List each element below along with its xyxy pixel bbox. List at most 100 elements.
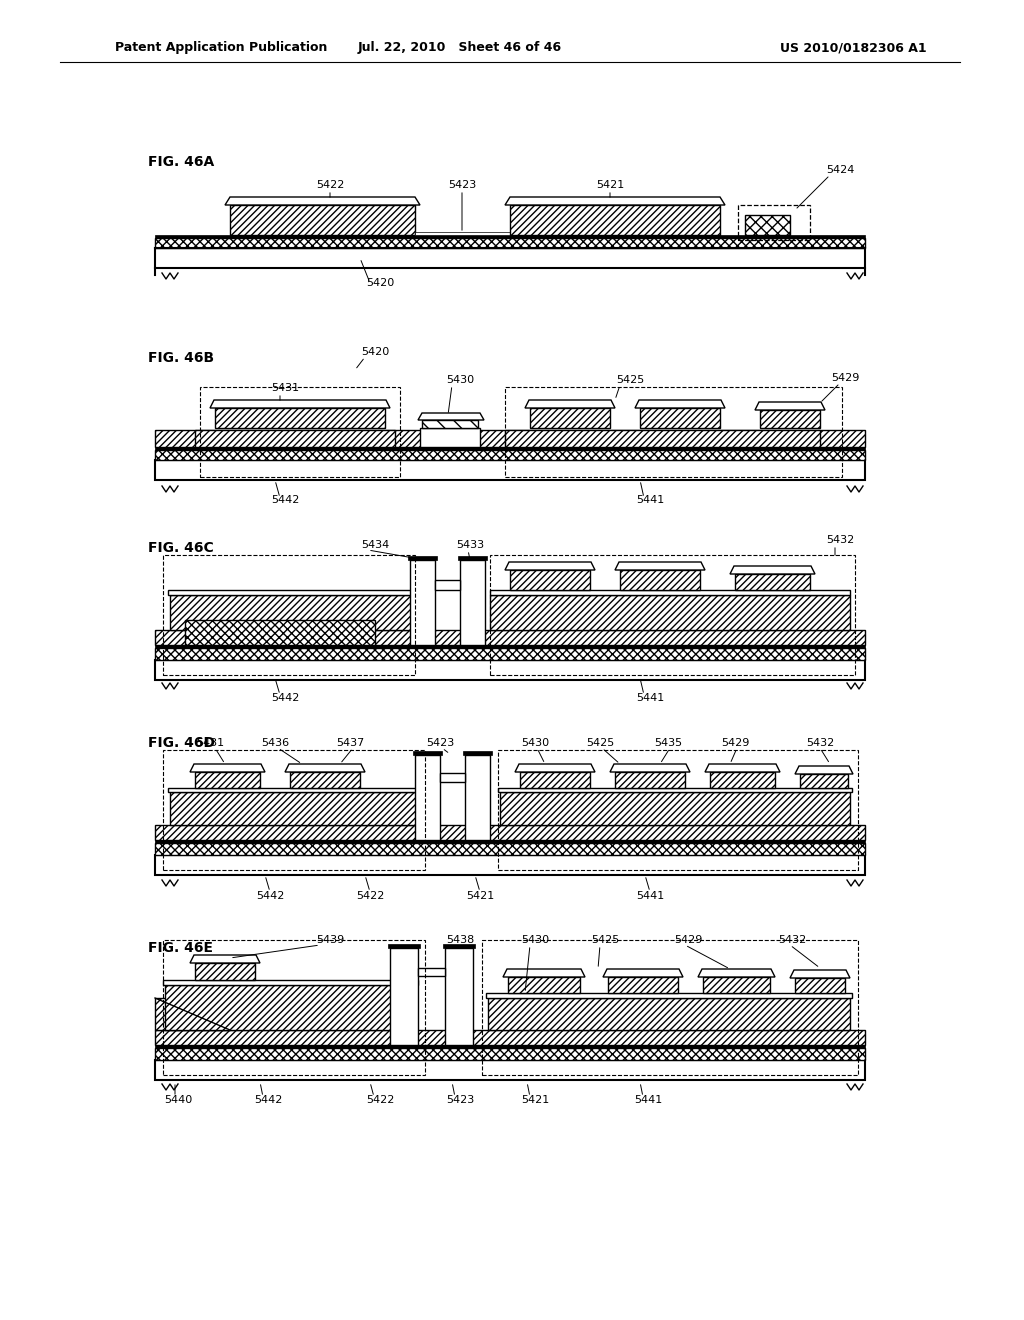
Bar (155, 840, 865, 843)
Bar (510, 205, 720, 235)
Bar (155, 645, 865, 648)
Bar (155, 430, 865, 447)
Bar (195, 964, 255, 979)
Bar (155, 843, 865, 855)
Bar (640, 408, 720, 428)
Bar (508, 977, 580, 993)
Bar (530, 408, 610, 428)
Text: 5434: 5434 (360, 540, 389, 550)
Text: 5442: 5442 (270, 495, 299, 506)
Bar (738, 205, 810, 240)
Text: 5441: 5441 (634, 1096, 663, 1105)
Bar (155, 630, 865, 645)
Text: 5432: 5432 (778, 935, 806, 945)
Bar (165, 985, 415, 1030)
Polygon shape (610, 764, 690, 772)
Text: 5442: 5442 (254, 1096, 283, 1105)
Bar (155, 648, 865, 660)
Bar (155, 825, 865, 840)
Bar (490, 590, 850, 595)
Text: 5431: 5431 (196, 738, 224, 748)
Polygon shape (210, 400, 390, 408)
Text: 5439: 5439 (315, 935, 344, 945)
Text: 5435: 5435 (654, 738, 682, 748)
Bar (422, 420, 478, 428)
Bar (703, 977, 770, 993)
Text: Jul. 22, 2010   Sheet 46 of 46: Jul. 22, 2010 Sheet 46 of 46 (358, 41, 562, 54)
Text: 5421: 5421 (466, 891, 495, 902)
Text: 5429: 5429 (721, 738, 750, 748)
Bar (490, 595, 850, 630)
Bar (408, 556, 437, 560)
Polygon shape (635, 400, 725, 408)
Bar (163, 750, 425, 870)
Text: 5422: 5422 (355, 891, 384, 902)
Bar (445, 948, 473, 1045)
Text: 5423: 5423 (426, 738, 454, 748)
Bar (800, 774, 848, 788)
Bar (415, 232, 510, 235)
Text: FIG. 46D: FIG. 46D (148, 737, 215, 750)
Text: 5429: 5429 (674, 935, 702, 945)
Text: 5422: 5422 (315, 180, 344, 190)
Text: 5441: 5441 (636, 891, 665, 902)
Bar (735, 574, 810, 590)
Bar (170, 792, 420, 825)
Bar (760, 411, 820, 428)
Bar (710, 772, 775, 788)
Text: 5425: 5425 (591, 935, 620, 945)
Polygon shape (525, 400, 615, 408)
Bar (505, 387, 842, 477)
Polygon shape (795, 766, 853, 774)
Text: 5437: 5437 (336, 738, 365, 748)
Polygon shape (515, 764, 595, 772)
Bar (413, 751, 442, 755)
Bar (185, 620, 375, 645)
Bar (500, 792, 850, 825)
Bar (440, 774, 465, 781)
Bar (155, 447, 865, 450)
Bar (170, 595, 415, 630)
Polygon shape (615, 562, 705, 570)
Bar (155, 855, 865, 875)
Polygon shape (603, 969, 683, 977)
Bar (608, 977, 678, 993)
Bar (163, 940, 425, 1074)
Bar (195, 430, 395, 447)
Bar (615, 772, 685, 788)
Text: 5441: 5441 (636, 495, 665, 506)
Text: 5422: 5422 (366, 1096, 394, 1105)
Bar (215, 408, 385, 428)
Text: 5432: 5432 (826, 535, 854, 545)
Text: 5431: 5431 (271, 383, 299, 393)
Bar (510, 570, 590, 590)
Text: 5420: 5420 (366, 279, 394, 288)
Polygon shape (730, 566, 815, 574)
Polygon shape (190, 764, 265, 772)
Polygon shape (755, 403, 825, 411)
Text: 5430: 5430 (445, 375, 474, 385)
Bar (415, 755, 440, 840)
Text: Patent Application Publication: Patent Application Publication (115, 41, 328, 54)
Bar (435, 579, 460, 590)
Bar (745, 215, 790, 235)
Text: 5421: 5421 (596, 180, 624, 190)
Polygon shape (505, 562, 595, 570)
Text: 5438: 5438 (445, 935, 474, 945)
Bar (498, 750, 858, 870)
Bar (290, 772, 360, 788)
Text: 5425: 5425 (586, 738, 614, 748)
Bar (443, 944, 475, 948)
Bar (163, 979, 418, 985)
Bar (420, 428, 480, 447)
Bar (155, 1048, 865, 1060)
Polygon shape (285, 764, 365, 772)
Text: 5420: 5420 (360, 347, 389, 356)
Text: 5425: 5425 (615, 375, 644, 385)
Bar (520, 772, 590, 788)
Polygon shape (418, 413, 484, 420)
Bar (200, 387, 400, 477)
Text: 5424: 5424 (825, 165, 854, 176)
Text: 5442: 5442 (270, 693, 299, 704)
Bar (168, 788, 422, 792)
